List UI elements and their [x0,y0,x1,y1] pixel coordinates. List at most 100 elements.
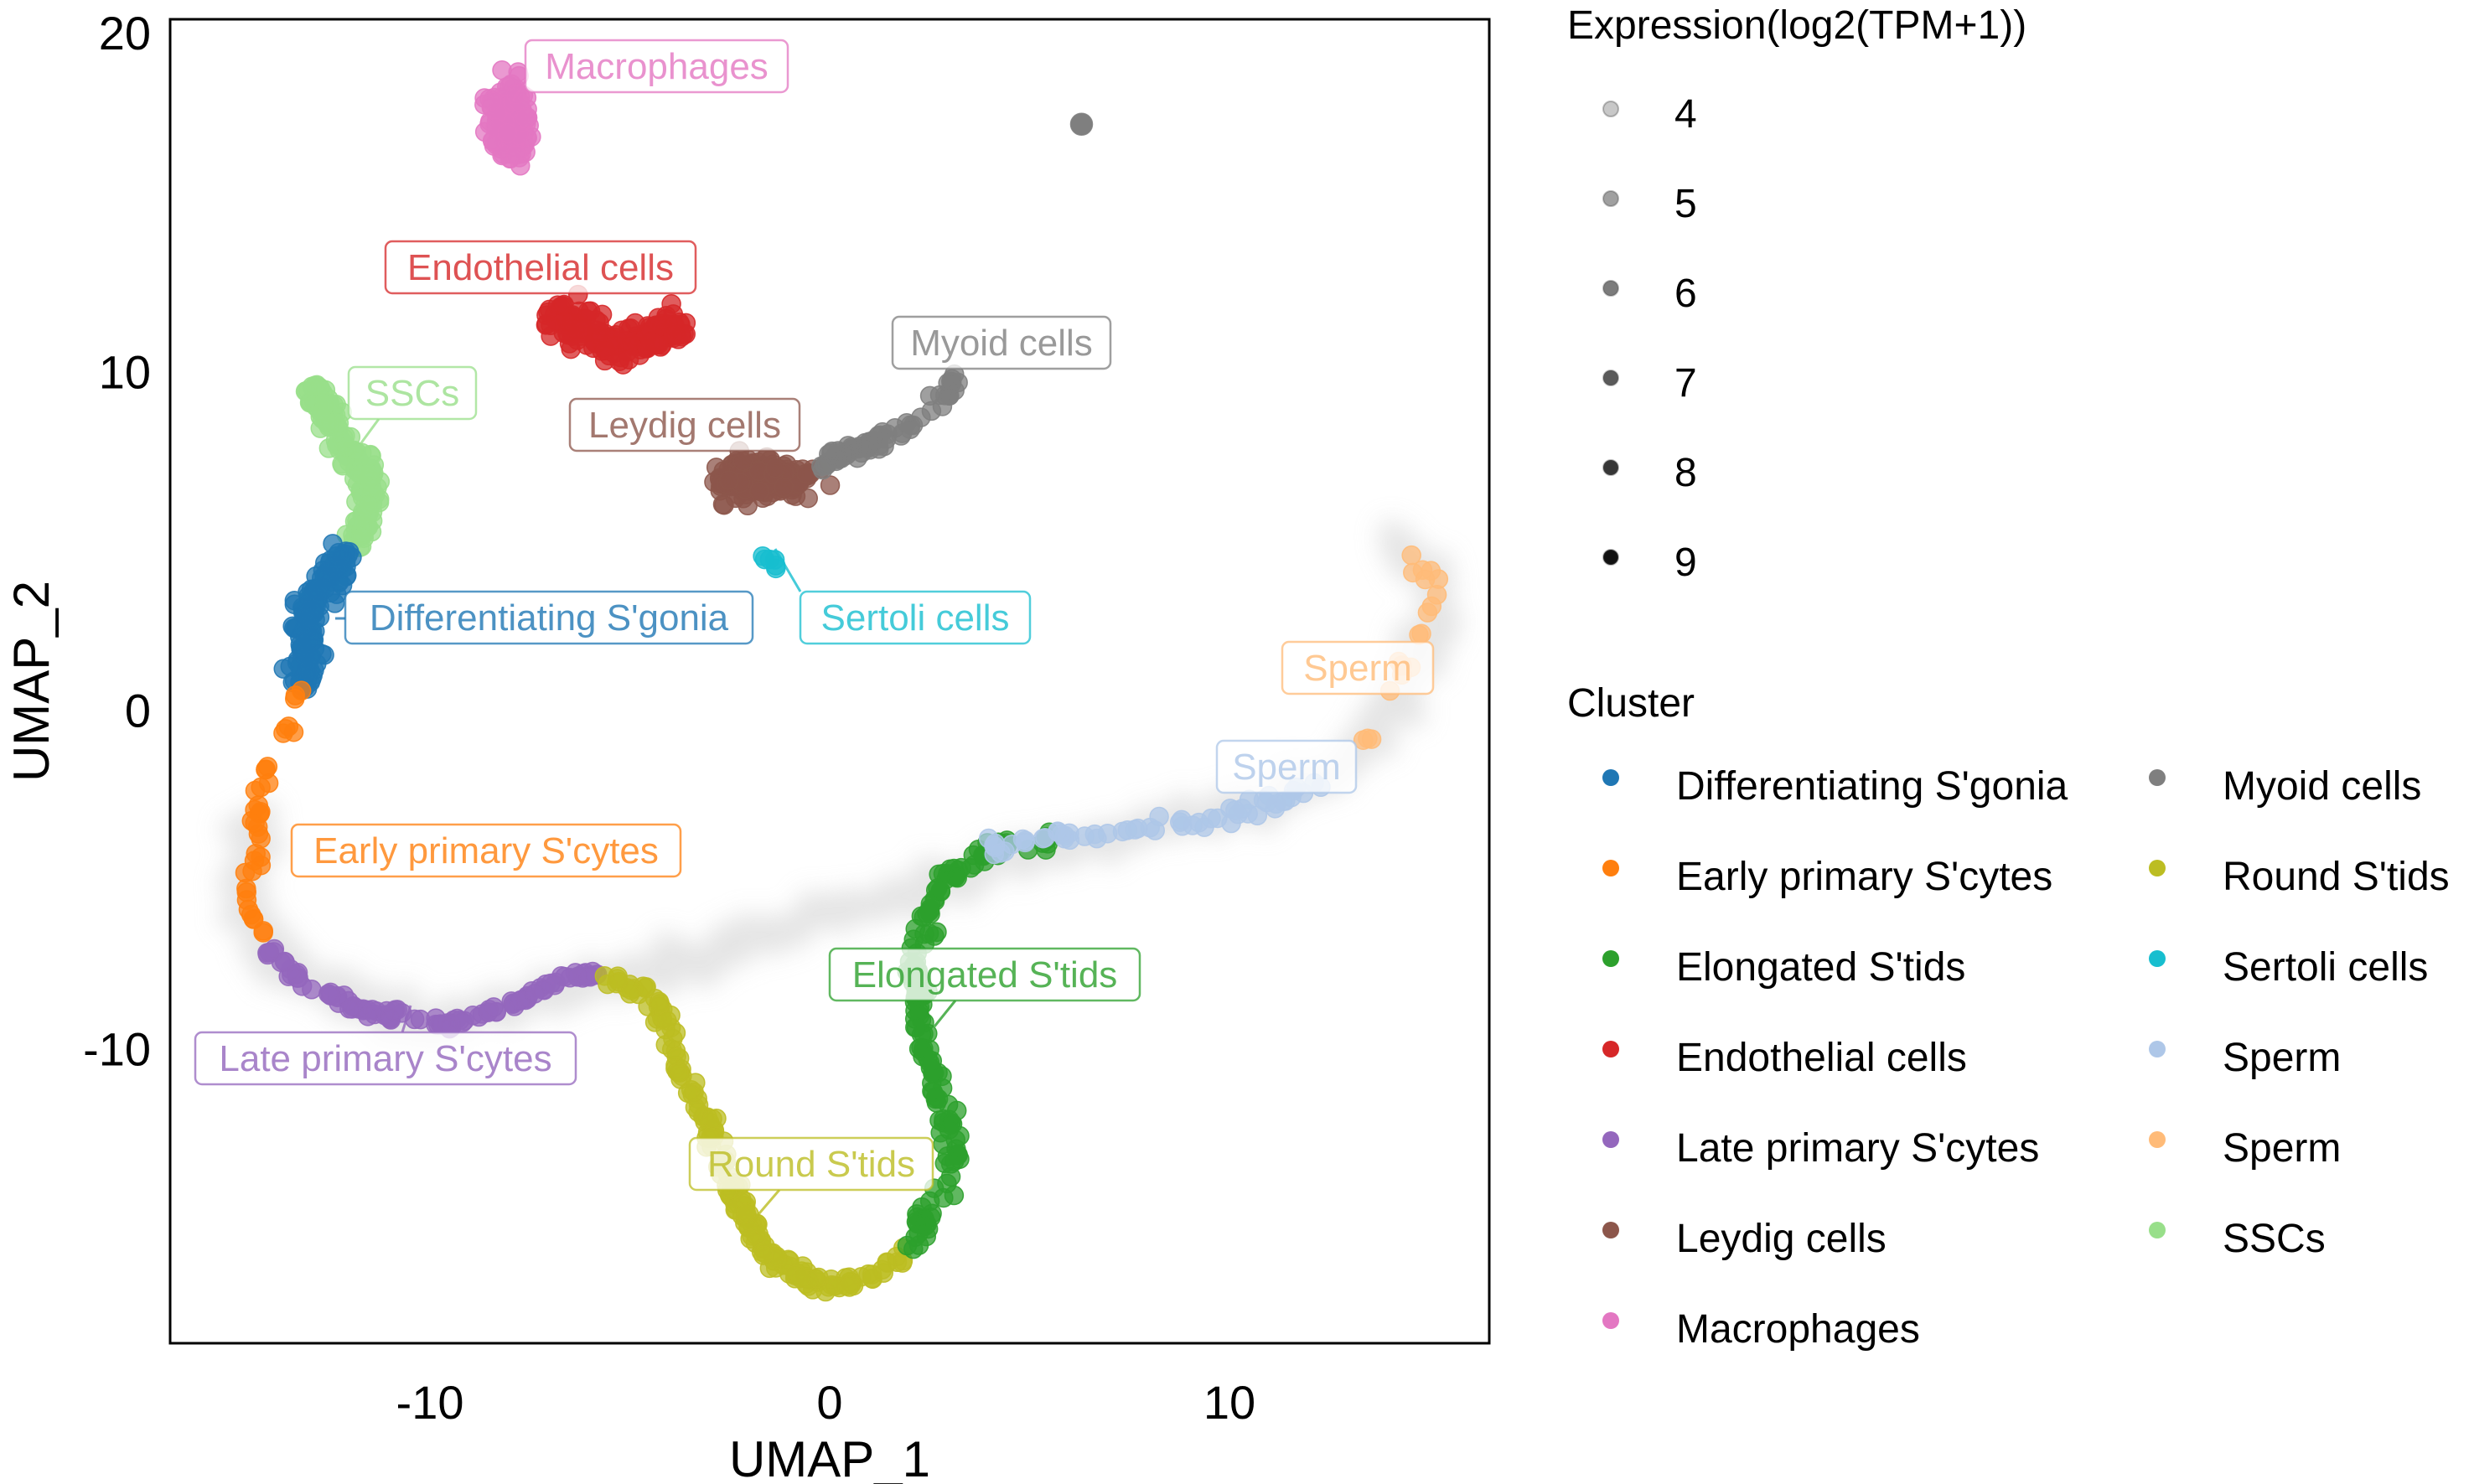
label-leader-line [753,1189,781,1220]
cluster-annotation-label: Sperm [1215,739,1358,794]
cluster-points [1069,112,1094,137]
cluster-legend-key [1602,950,1619,967]
cell-point [1353,730,1374,750]
cell-point [736,1202,757,1223]
cell-point [1117,820,1138,840]
cell-point [329,542,349,563]
cell-point [284,594,305,615]
cell-point [358,495,379,515]
cell-point [586,333,607,353]
cluster-annotation-label: Early primary S'cytes [290,823,682,878]
plot-area: Macrophages Endothelial cells Myoid cells S… [194,39,1462,1302]
cluster-legend-label: Elongated S'tids [1676,945,1965,990]
expression-legend-entry: 7 [1602,361,1697,406]
cluster-legend-key [1602,860,1619,876]
cell-point [774,477,794,498]
cell-point [302,980,322,1000]
cluster-annotation-label: Myoid cells [891,315,1112,370]
cluster-legend-label: Sperm [2223,1126,2341,1171]
cluster-points [811,364,968,480]
cell-point [308,577,329,597]
label-text: Macrophages [545,46,769,87]
cell-point [732,451,753,472]
y-tick-label: 10 [99,345,151,398]
cell-point [819,444,839,464]
cluster-legend-label: Myoid cells [2223,764,2421,809]
y-tick-label: -10 [83,1022,151,1075]
cell-point [553,296,573,316]
cluster-annotation-label: Elongated S'tids [828,947,1141,1002]
cluster-points [536,284,696,375]
x-tick-label: 0 [816,1376,842,1429]
cell-point [384,1001,405,1021]
cell-point [897,1235,918,1256]
cluster-legend-entry: Early primary S'cytes [1602,855,2052,899]
cluster-legend-entry: Differentiating S'gonia [1602,764,2068,809]
cell-point [276,719,296,739]
cell-point [1208,808,1228,829]
cell-point [256,759,276,780]
cell-point [937,1173,957,1194]
cell-point [589,313,609,333]
label-box [688,1136,934,1192]
cell-point [1411,623,1431,644]
cell-point [946,1100,967,1121]
cell-point [259,942,279,963]
cell-point [1228,804,1248,825]
cluster-legend-label: Leydig cells [1676,1217,1887,1261]
cell-point [247,817,268,837]
cell-point [619,984,640,1004]
x-axis-title: UMAP_1 [729,1431,930,1484]
cell-point [280,656,301,677]
expression-legend-label: 6 [1674,271,1697,316]
cell-point [798,488,818,509]
cell-point [702,1109,722,1130]
label-box [347,365,478,421]
cell-point [497,122,518,143]
cluster-annotation-label: Sperm [1281,640,1435,695]
cluster-annotation-label: Late primary S'cytes [194,1031,577,1086]
label-text: Late primary S'cytes [219,1038,551,1079]
cluster-legend-title: Cluster [1567,681,1695,726]
label-box [290,823,682,878]
expression-legend-entry: 8 [1602,451,1697,495]
label-text: Differentiating S'gonia [370,597,729,639]
cluster-annotation-label: Endothelial cells [384,240,697,295]
x-axis: -10 0 10 UMAP_1 [396,1376,1256,1484]
cluster-legend-label: Late primary S'cytes [1676,1126,2039,1171]
cell-point [1033,828,1053,849]
label-box [1215,739,1358,794]
cell-point [765,458,785,478]
cell-point [352,465,372,485]
cell-point [1421,596,1442,617]
plot-frame [168,18,1491,1345]
expression-legend-key [1602,549,1619,566]
label-leader-line [933,1000,957,1027]
expression-legend-key [1602,459,1619,476]
cluster-legend-entry: Elongated S'tids [1602,945,1965,990]
cell-point [749,481,769,501]
label-box [568,397,801,452]
cell-point [841,437,862,458]
expression-legend-entry: 9 [1602,540,1697,585]
label-box [1281,640,1435,695]
y-tick-label: 20 [99,7,151,59]
cluster-legend-label: SSCs [2223,1217,2326,1261]
background-haze-dot [1378,520,1405,547]
cell-point [839,1277,860,1297]
cluster-points [295,375,391,557]
cell-point [905,1017,925,1037]
cluster-points [594,965,914,1302]
cluster-legend-entry: Sperm [2149,1036,2341,1080]
cell-point [984,844,1005,865]
cluster-legend-entry: Late primary S'cytes [1602,1126,2039,1171]
cell-point [312,644,332,664]
cell-point [1172,809,1192,830]
cell-point [484,997,504,1017]
expression-legend-key [1602,190,1619,207]
cell-point [1069,112,1094,137]
cell-point [492,60,512,80]
label-box [384,240,697,295]
label-text: Myoid cells [910,323,1093,364]
y-tick-label: 0 [125,684,151,737]
